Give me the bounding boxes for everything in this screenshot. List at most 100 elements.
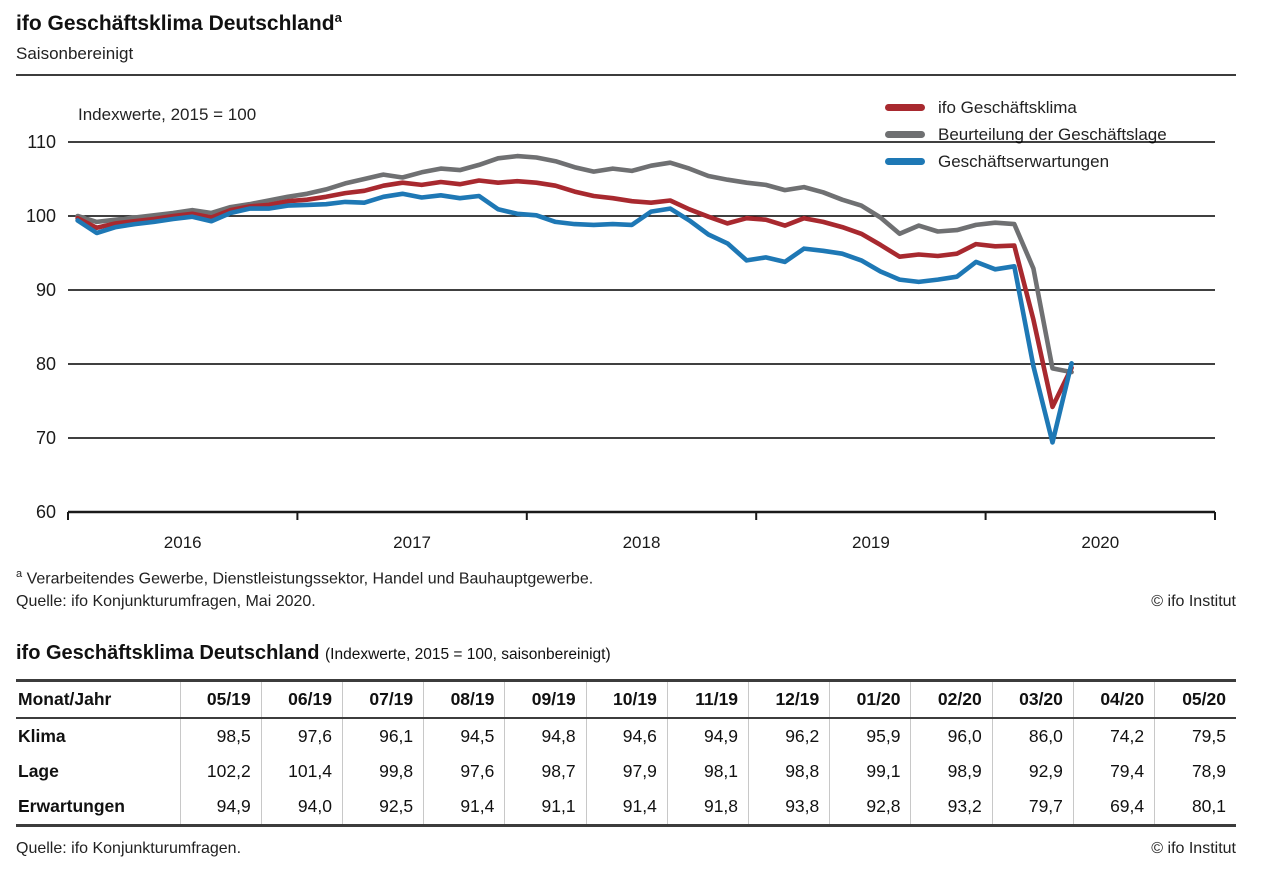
table-cell-value: 94,8 xyxy=(504,718,587,754)
table-title-note: (Indexwerte, 2015 = 100, saisonbereinigt… xyxy=(325,646,611,663)
legend-item-lage: Beurteilung der Geschäftslage xyxy=(885,121,1167,148)
chart-source-note: Quelle: ifo Konjunkturumfragen, Mai 2020… xyxy=(16,593,316,610)
title-footnote-marker: a xyxy=(334,10,342,25)
table-cell-value: 98,8 xyxy=(748,754,830,789)
table-cell-value: 92,8 xyxy=(829,789,911,826)
table-cell-value: 94,0 xyxy=(260,789,343,826)
table-cell-value: 98,1 xyxy=(666,754,749,789)
table-cell-value: 91,4 xyxy=(585,789,668,826)
table-col-header: 05/20 xyxy=(1154,680,1236,718)
x-axis-year-label: 2020 xyxy=(1081,533,1119,552)
table-cell-value: 95,9 xyxy=(829,718,911,754)
table-cell-value: 96,0 xyxy=(910,718,993,754)
series-line-ifo-gesch-ftsklima xyxy=(75,178,1074,410)
table-header: Monat/Jahr 05/19 06/19 07/19 08/19 09/19 10/19… xyxy=(16,680,1236,718)
footnote-a: a Verarbeitendes Gewerbe, Dienstleistung… xyxy=(16,568,593,588)
table-cell-value: 98,9 xyxy=(910,754,993,789)
table-cell-value: 74,2 xyxy=(1072,718,1155,754)
table-row-klima: Klima 98,5 97,6 96,1 94,5 94,8 94,6 94,9 96,2 95,… xyxy=(16,718,1236,754)
table-cell-value: 98,7 xyxy=(504,754,587,789)
table-cell-value: 96,1 xyxy=(341,718,424,754)
index-values-table: Monat/Jahr 05/19 06/19 07/19 08/19 09/19 10/19… xyxy=(16,679,1236,827)
y-axis-tick-label: 100 xyxy=(26,206,56,226)
table-cell-value: 91,8 xyxy=(666,789,749,826)
table-col-header: 03/20 xyxy=(991,680,1074,718)
y-axis-tick-label: 80 xyxy=(36,354,56,374)
page-title: ifo Geschäftsklima Deutschlanda xyxy=(16,10,342,36)
table-cell-value: 94,9 xyxy=(179,789,262,826)
table-col-header: 02/20 xyxy=(910,680,993,718)
table-cell-value: 79,5 xyxy=(1154,718,1236,754)
table-cell-value: 94,5 xyxy=(423,718,505,754)
table-cell-value: 91,4 xyxy=(423,789,505,826)
legend-label: Beurteilung der Geschäftslage xyxy=(938,124,1167,144)
table-col-header: 11/19 xyxy=(666,680,749,718)
table-cell-value: 92,5 xyxy=(341,789,424,826)
table-cell-value: 97,6 xyxy=(260,718,343,754)
legend-item-klima: ifo Geschäftsklima xyxy=(885,94,1167,121)
table-cell-value: 101,4 xyxy=(260,754,343,789)
x-axis-year-label: 2017 xyxy=(393,533,431,552)
table-cell-value: 91,1 xyxy=(504,789,587,826)
table-cell-value: 79,7 xyxy=(991,789,1074,826)
page-title-text: ifo Geschäftsklima Deutschland xyxy=(16,12,335,35)
table-cell-value: 79,4 xyxy=(1072,754,1155,789)
y-axis-tick-label: 90 xyxy=(36,280,56,300)
table-cell-value: 94,9 xyxy=(666,718,749,754)
axis-unit-note: Indexwerte, 2015 = 100 xyxy=(78,105,257,124)
table-cell-value: 69,4 xyxy=(1072,789,1155,826)
table-row-label: Klima xyxy=(18,726,66,746)
table-cell-value: 102,2 xyxy=(179,754,262,789)
table-cell-value: 98,5 xyxy=(179,718,262,754)
legend-line-swatch-blue xyxy=(885,158,925,165)
table-cell-value: 92,9 xyxy=(991,754,1074,789)
table-body: Klima 98,5 97,6 96,1 94,5 94,8 94,6 94,9 96,2 95,… xyxy=(16,718,1236,826)
y-axis-tick-label: 70 xyxy=(36,428,56,448)
table-cell-value: 86,0 xyxy=(991,718,1074,754)
legend-line-swatch-red xyxy=(885,104,925,111)
table-col-header: 07/19 xyxy=(341,680,424,718)
y-axis-tick-label: 60 xyxy=(36,502,56,522)
table-cell-value: 97,6 xyxy=(423,754,505,789)
table-row-erwartungen: Erwartungen 94,9 94,0 92,5 91,4 91,1 91,4 91,8 9… xyxy=(16,789,1236,826)
table-col-header: 09/19 xyxy=(504,680,587,718)
table-title: ifo Geschäftsklima Deutschland (Indexwer… xyxy=(16,642,611,665)
table-cell-value: 99,1 xyxy=(829,754,911,789)
table-cell-value: 80,1 xyxy=(1154,789,1236,826)
legend-label: ifo Geschäftsklima xyxy=(938,97,1077,117)
table-copyright: © ifo Institut xyxy=(1151,840,1236,857)
page-subtitle: Saisonbereinigt xyxy=(16,44,134,63)
table-title-text: ifo Geschäftsklima Deutschland xyxy=(16,642,320,664)
footnote-a-text: Verarbeitendes Gewerbe, Dienstleistungss… xyxy=(26,570,594,588)
table-row-lage: Lage 102,2 101,4 99,8 97,6 98,7 97,9 98,1 98,8 99… xyxy=(16,754,1236,789)
x-axis-year-label: 2019 xyxy=(852,533,890,552)
chart-legend: ifo Geschäftsklima Beurteilung der Gesch… xyxy=(885,94,1167,175)
series-line-beurteilung-der-gesch-ftslage xyxy=(75,153,1074,375)
table-col-header: 06/19 xyxy=(260,680,343,718)
table-col-header: 01/20 xyxy=(829,680,911,718)
table-cell-value: 97,9 xyxy=(585,754,668,789)
series-line-gesch-ftserwartungen xyxy=(75,191,1074,445)
header-divider xyxy=(16,74,1236,76)
legend-label: Geschäftserwartungen xyxy=(938,151,1110,171)
table-col-header: 12/19 xyxy=(748,680,830,718)
x-axis-year-label: 2018 xyxy=(623,533,661,552)
table-col-header: 10/19 xyxy=(585,680,668,718)
table-cell-value: 96,2 xyxy=(748,718,830,754)
table-header-row: Monat/Jahr 05/19 06/19 07/19 08/19 09/19 10/19… xyxy=(16,680,1236,718)
table-cell-value: 78,9 xyxy=(1154,754,1236,789)
table-col-header: 05/19 xyxy=(179,680,262,718)
table-cell-value: 93,2 xyxy=(910,789,993,826)
table-cell-value: 93,8 xyxy=(748,789,830,826)
table-row-label: Erwartungen xyxy=(18,796,125,816)
table-source-note: Quelle: ifo Konjunkturumfragen. xyxy=(16,840,242,857)
legend-item-erwartungen: Geschäftserwartungen xyxy=(885,148,1167,175)
footnote-marker: a xyxy=(16,568,23,580)
table-cell-value: 94,6 xyxy=(585,718,668,754)
legend-line-swatch-gray xyxy=(885,131,925,138)
table-title-note-text: (Indexwerte, 2015 = 100, saisonbereinigt… xyxy=(324,646,611,663)
table-row-label: Lage xyxy=(18,761,59,781)
y-axis-tick-label: 110 xyxy=(27,132,56,152)
table-col-header: 08/19 xyxy=(423,680,505,718)
